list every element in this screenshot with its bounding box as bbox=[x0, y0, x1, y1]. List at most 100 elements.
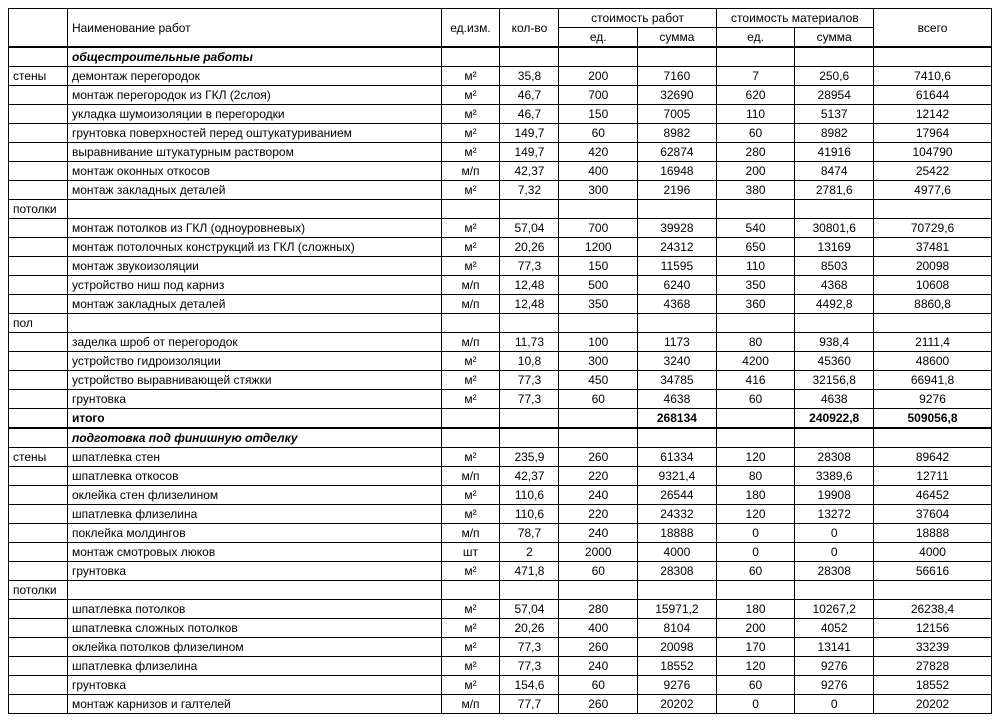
cell-qty: 46,7 bbox=[500, 105, 559, 124]
cell-unit: м² bbox=[441, 143, 500, 162]
cell-mat-unit: 200 bbox=[716, 619, 795, 638]
cell-qty: 235,9 bbox=[500, 448, 559, 467]
cell bbox=[500, 47, 559, 67]
cell-work-unit: 60 bbox=[559, 676, 638, 695]
cell-mat-sum: 13272 bbox=[795, 505, 874, 524]
cell-name: шпатлевка стен bbox=[67, 448, 441, 467]
cell-name: демонтаж перегородок bbox=[67, 67, 441, 86]
cell-mat-unit: 120 bbox=[716, 657, 795, 676]
cell-work-sum: 4000 bbox=[638, 543, 717, 562]
cell-mat-unit: 60 bbox=[716, 124, 795, 143]
cell-work-sum: 9321,4 bbox=[638, 467, 717, 486]
cell bbox=[441, 47, 500, 67]
table-row: шпатлевка сложных потолковм²20,264008104… bbox=[9, 619, 992, 638]
cell bbox=[874, 581, 992, 600]
cell-work-sum: 11595 bbox=[638, 257, 717, 276]
cell-name: шпатлевка флизелина bbox=[67, 505, 441, 524]
cell-name: монтаж оконных откосов bbox=[67, 162, 441, 181]
cell-mat-sum: 8474 bbox=[795, 162, 874, 181]
cell-name: укладка шумоизоляции в перегородки bbox=[67, 105, 441, 124]
cell-total: 20202 bbox=[874, 695, 992, 714]
cell bbox=[638, 428, 717, 448]
cell-unit: м² bbox=[441, 448, 500, 467]
cell-unit: м² bbox=[441, 657, 500, 676]
cell-work-sum: 4368 bbox=[638, 295, 717, 314]
table-row: монтаж закладных деталейм/п12,4835043683… bbox=[9, 295, 992, 314]
cell-category bbox=[9, 638, 68, 657]
table-row: грунтовкам²154,660927660927618552 bbox=[9, 676, 992, 695]
cell-category bbox=[9, 238, 68, 257]
cell-category: стены bbox=[9, 448, 68, 467]
cell bbox=[441, 314, 500, 333]
header-work-cost: стоимость работ bbox=[559, 9, 716, 28]
cell-work-sum: 18888 bbox=[638, 524, 717, 543]
cell-qty: 149,7 bbox=[500, 143, 559, 162]
cell-unit: м² bbox=[441, 486, 500, 505]
cell-mat-sum: 9276 bbox=[795, 676, 874, 695]
cell-mat-unit: 620 bbox=[716, 86, 795, 105]
header-row-1: Наименование работ ед.изм. кол-во стоимо… bbox=[9, 9, 992, 28]
cell-mat-sum: 4368 bbox=[795, 276, 874, 295]
cell bbox=[500, 581, 559, 600]
cell-unit: м² bbox=[441, 390, 500, 409]
cell-unit: м/п bbox=[441, 524, 500, 543]
cell-name: шпатлевка флизелина bbox=[67, 657, 441, 676]
cell-total: 4977,6 bbox=[874, 181, 992, 200]
table-row: шпатлевка потолковм²57,0428015971,218010… bbox=[9, 600, 992, 619]
cell bbox=[500, 409, 559, 429]
header-work-unit: ед. bbox=[559, 28, 638, 48]
cell-unit: м² bbox=[441, 238, 500, 257]
cell-work-sum: 7160 bbox=[638, 67, 717, 86]
cell-mat-unit: 650 bbox=[716, 238, 795, 257]
cell bbox=[500, 200, 559, 219]
cell-name: грунтовка поверхностей перед оштукатурив… bbox=[67, 124, 441, 143]
estimate-table: Наименование работ ед.изм. кол-во стоимо… bbox=[8, 8, 992, 714]
cell-mat-unit: 0 bbox=[716, 524, 795, 543]
cell-mat-sum: 10267,2 bbox=[795, 600, 874, 619]
table-row: поклейка молдинговм/п78,7240188880018888 bbox=[9, 524, 992, 543]
cell bbox=[716, 47, 795, 67]
cell-name: монтаж перегородок из ГКЛ (2слоя) bbox=[67, 86, 441, 105]
cell-category bbox=[9, 219, 68, 238]
cell-name: монтаж смотровых люков bbox=[67, 543, 441, 562]
cell-qty: 20,26 bbox=[500, 238, 559, 257]
cell bbox=[716, 581, 795, 600]
table-row: выравнивание штукатурным растворомм²149,… bbox=[9, 143, 992, 162]
cell-total: 37481 bbox=[874, 238, 992, 257]
cell-work-unit: 700 bbox=[559, 86, 638, 105]
header-total: всего bbox=[874, 9, 992, 48]
table-row: шпатлевка откосовм/п42,372209321,4803389… bbox=[9, 467, 992, 486]
table-row: монтаж закладных деталейм²7,323002196380… bbox=[9, 181, 992, 200]
cell-mat-unit: 0 bbox=[716, 543, 795, 562]
cell-category bbox=[9, 619, 68, 638]
cell-name: монтаж потолочных конструкций из ГКЛ (сл… bbox=[67, 238, 441, 257]
cell bbox=[795, 47, 874, 67]
cell-work-unit: 400 bbox=[559, 619, 638, 638]
table-row: стенышпатлевка стенм²235,926061334120283… bbox=[9, 448, 992, 467]
header-mat-unit: ед. bbox=[716, 28, 795, 48]
cell-total: 37604 bbox=[874, 505, 992, 524]
cell-category bbox=[9, 295, 68, 314]
cell-qty: 10,8 bbox=[500, 352, 559, 371]
header-name: Наименование работ bbox=[67, 9, 441, 48]
cell-work-unit: 240 bbox=[559, 657, 638, 676]
cell bbox=[67, 581, 441, 600]
cell bbox=[559, 409, 638, 429]
cell-mat-unit: 200 bbox=[716, 162, 795, 181]
cell-qty: 77,3 bbox=[500, 638, 559, 657]
cell-category bbox=[9, 467, 68, 486]
cell-mat-unit: 7 bbox=[716, 67, 795, 86]
cell-mat-unit: 80 bbox=[716, 333, 795, 352]
cell-unit: м² bbox=[441, 67, 500, 86]
cell-work-sum: 8104 bbox=[638, 619, 717, 638]
cell-qty: 110,6 bbox=[500, 486, 559, 505]
cell-work-sum: 26544 bbox=[638, 486, 717, 505]
table-row: стеныдемонтаж перегородокм²35,8200716072… bbox=[9, 67, 992, 86]
cell-total: 18552 bbox=[874, 676, 992, 695]
cell-qty: 110,6 bbox=[500, 505, 559, 524]
cell bbox=[874, 47, 992, 67]
cell-total: 18888 bbox=[874, 524, 992, 543]
cell-mat-sum: 4638 bbox=[795, 390, 874, 409]
cell-work-sum: 16948 bbox=[638, 162, 717, 181]
cell-category bbox=[9, 428, 68, 448]
